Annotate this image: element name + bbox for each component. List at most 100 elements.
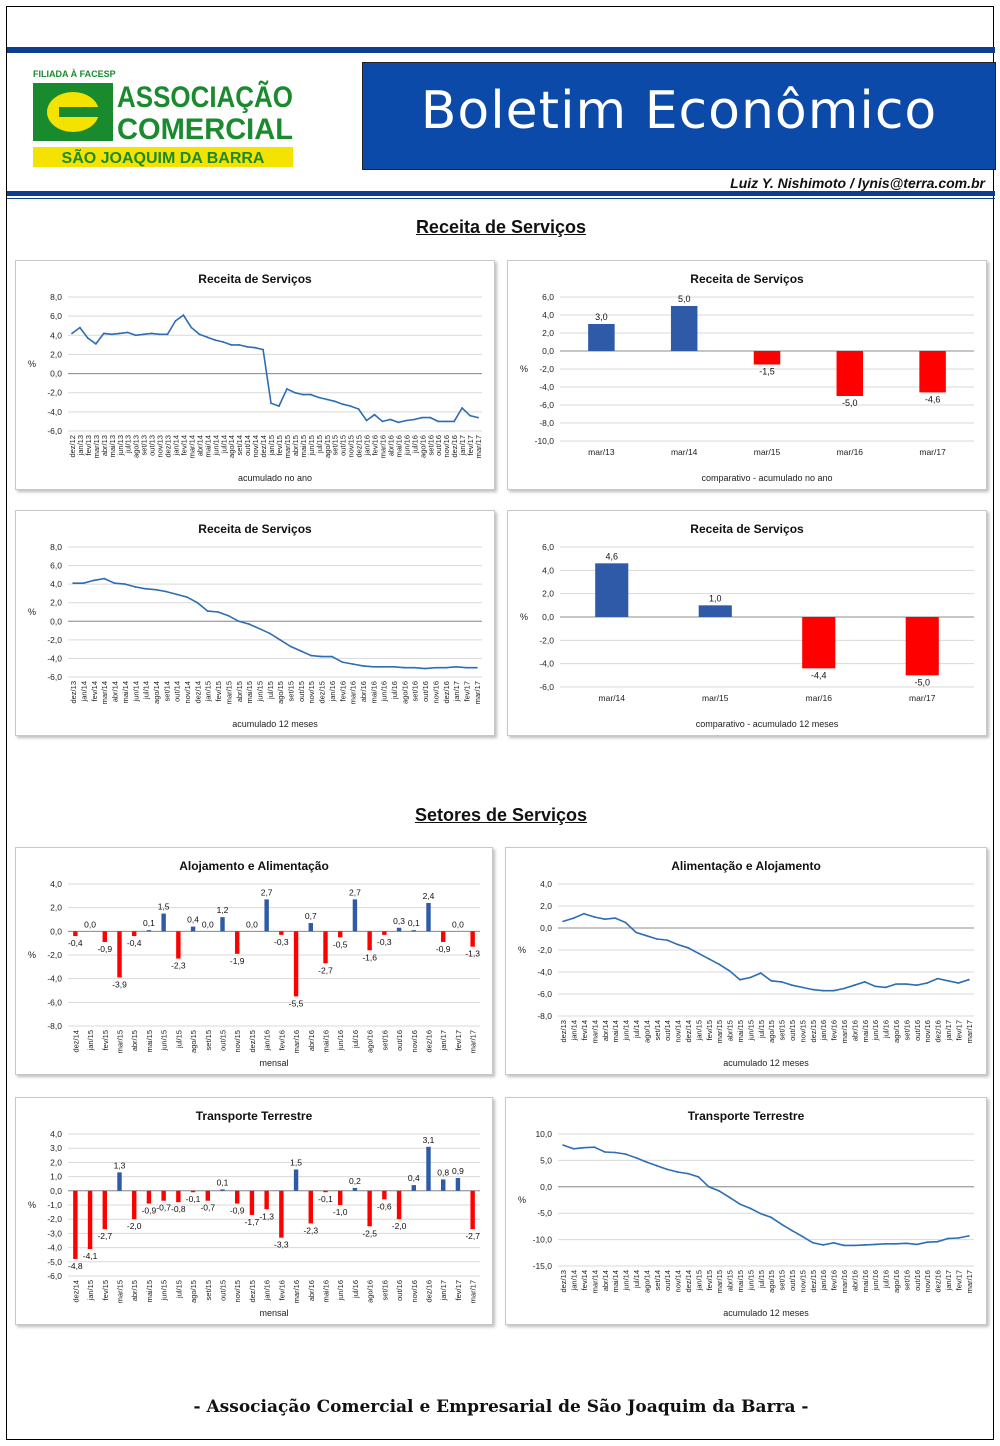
bar: [235, 931, 240, 954]
x-tick-label: jan/15: [204, 681, 213, 702]
x-tick-label: ago/14: [152, 681, 161, 704]
data-point: [144, 587, 147, 590]
x-tick-label: abr/15: [291, 435, 300, 456]
data-point: [780, 981, 783, 983]
page-title: Boletim Econômico: [420, 81, 938, 141]
bar: [396, 1190, 402, 1220]
data-point: [728, 1196, 731, 1199]
data-point: [333, 400, 336, 403]
data-point: [926, 1241, 929, 1244]
data-point: [134, 586, 137, 588]
x-tick-label: abr/16: [307, 1280, 316, 1301]
data-point: [624, 921, 627, 924]
bar: [293, 931, 299, 997]
y-axis-label: %: [28, 359, 36, 369]
x-axis-label: acumulado 12 meses: [723, 1058, 809, 1068]
bar: [102, 1190, 107, 1230]
x-tick-label: set/14: [235, 435, 244, 455]
data-label: -0,9: [436, 944, 451, 954]
bar: [249, 1190, 255, 1215]
x-tick-label: nov/15: [233, 1280, 242, 1303]
y-tick-label: -6,0: [47, 426, 62, 436]
bar: [73, 1190, 78, 1259]
data-label: 1,5: [158, 902, 170, 912]
x-axis-label: acumulado 12 meses: [723, 1308, 809, 1318]
data-point: [739, 978, 741, 981]
x-tick-label: out/14: [663, 1270, 672, 1291]
x-tick-label: mai/14: [611, 1270, 620, 1293]
bar: [441, 1179, 446, 1191]
x-tick-label: fev/16: [830, 1270, 839, 1290]
data-point: [372, 665, 375, 668]
data-point: [421, 416, 424, 419]
data-point: [811, 1241, 814, 1244]
data-point: [413, 418, 416, 421]
x-tick-label: dez/14: [71, 1030, 80, 1053]
x-tick-label: jul/16: [882, 1270, 891, 1289]
data-point: [434, 666, 437, 669]
data-point: [853, 984, 856, 987]
data-point: [603, 1151, 606, 1153]
y-tick-label: -2,0: [539, 635, 554, 645]
x-tick-label: jun/14: [131, 681, 140, 702]
data-point: [158, 333, 161, 336]
y-tick-label: -15,0: [533, 1261, 553, 1271]
logo-bottom-bar: [33, 147, 293, 167]
data-label: 1,2: [217, 905, 229, 915]
x-tick-label: mai/16: [394, 435, 403, 458]
data-label: -4,4: [811, 670, 827, 680]
x-tick-label: fev/17: [454, 1030, 463, 1050]
data-point: [270, 402, 272, 405]
x-tick-label: fev/14: [580, 1270, 589, 1290]
data-point: [915, 984, 918, 987]
data-label: 0,1: [217, 1177, 229, 1187]
bar: [220, 1189, 225, 1191]
data-point: [853, 1244, 856, 1247]
x-tick-label: out/14: [173, 681, 182, 702]
chart-title: Alojamento e Alimentação: [179, 859, 329, 873]
x-tick-label: mar/16: [840, 1020, 849, 1043]
x-tick-label: mai/16: [861, 1020, 870, 1043]
x-tick-label: jun/16: [871, 1270, 880, 1291]
x-tick-label: jun/14: [211, 435, 220, 456]
x-tick-label: jul/15: [174, 1030, 183, 1049]
data-point: [155, 588, 157, 591]
chart-panel-alojamento-mensal: Alojamento e Alimentação 4,0 2,0 0,0 -2,0 -4,…: [15, 847, 493, 1075]
x-tick-label: jan/17: [458, 435, 467, 456]
x-tick-label: mar/15: [702, 693, 729, 703]
data-point: [403, 666, 406, 669]
x-tick-label: ago/16: [892, 1270, 901, 1293]
data-point: [413, 666, 416, 669]
bar: [132, 1190, 137, 1220]
data-point: [895, 1242, 897, 1245]
y-tick-label: 6,0: [50, 311, 62, 321]
x-tick-label: fev/14: [179, 435, 188, 455]
bar: [905, 617, 939, 676]
bar: [190, 1190, 196, 1193]
data-label: -0,9: [97, 944, 112, 954]
y-tick-label: 3,0: [50, 1143, 62, 1153]
data-label: -0,8: [171, 1204, 186, 1214]
series-line: [562, 912, 970, 992]
x-tick-label: dez/15: [318, 681, 327, 704]
x-tick-label: mai/13: [108, 435, 117, 458]
data-point: [429, 416, 432, 419]
data-point: [198, 333, 201, 336]
y-tick-label: -4,0: [47, 653, 62, 663]
y-axis-label: %: [28, 950, 36, 960]
x-tick-label: dez/13: [559, 1270, 568, 1293]
x-tick-label: mai/16: [322, 1030, 331, 1053]
x-tick-label: mai/15: [245, 681, 254, 704]
x-tick-label: jun/15: [307, 435, 316, 456]
data-label: -0,3: [274, 937, 289, 947]
data-point: [905, 1242, 908, 1245]
data-label: -0,4: [68, 938, 83, 948]
data-label: -2,7: [465, 1231, 480, 1241]
data-point: [248, 623, 251, 625]
x-tick-label: set/15: [287, 681, 296, 701]
data-label: -2,0: [127, 1221, 142, 1231]
data-point: [583, 1146, 585, 1149]
chart-title: Transporte Terrestre: [688, 1109, 805, 1123]
x-tick-label: mar/13: [588, 447, 615, 457]
data-point: [113, 582, 116, 585]
